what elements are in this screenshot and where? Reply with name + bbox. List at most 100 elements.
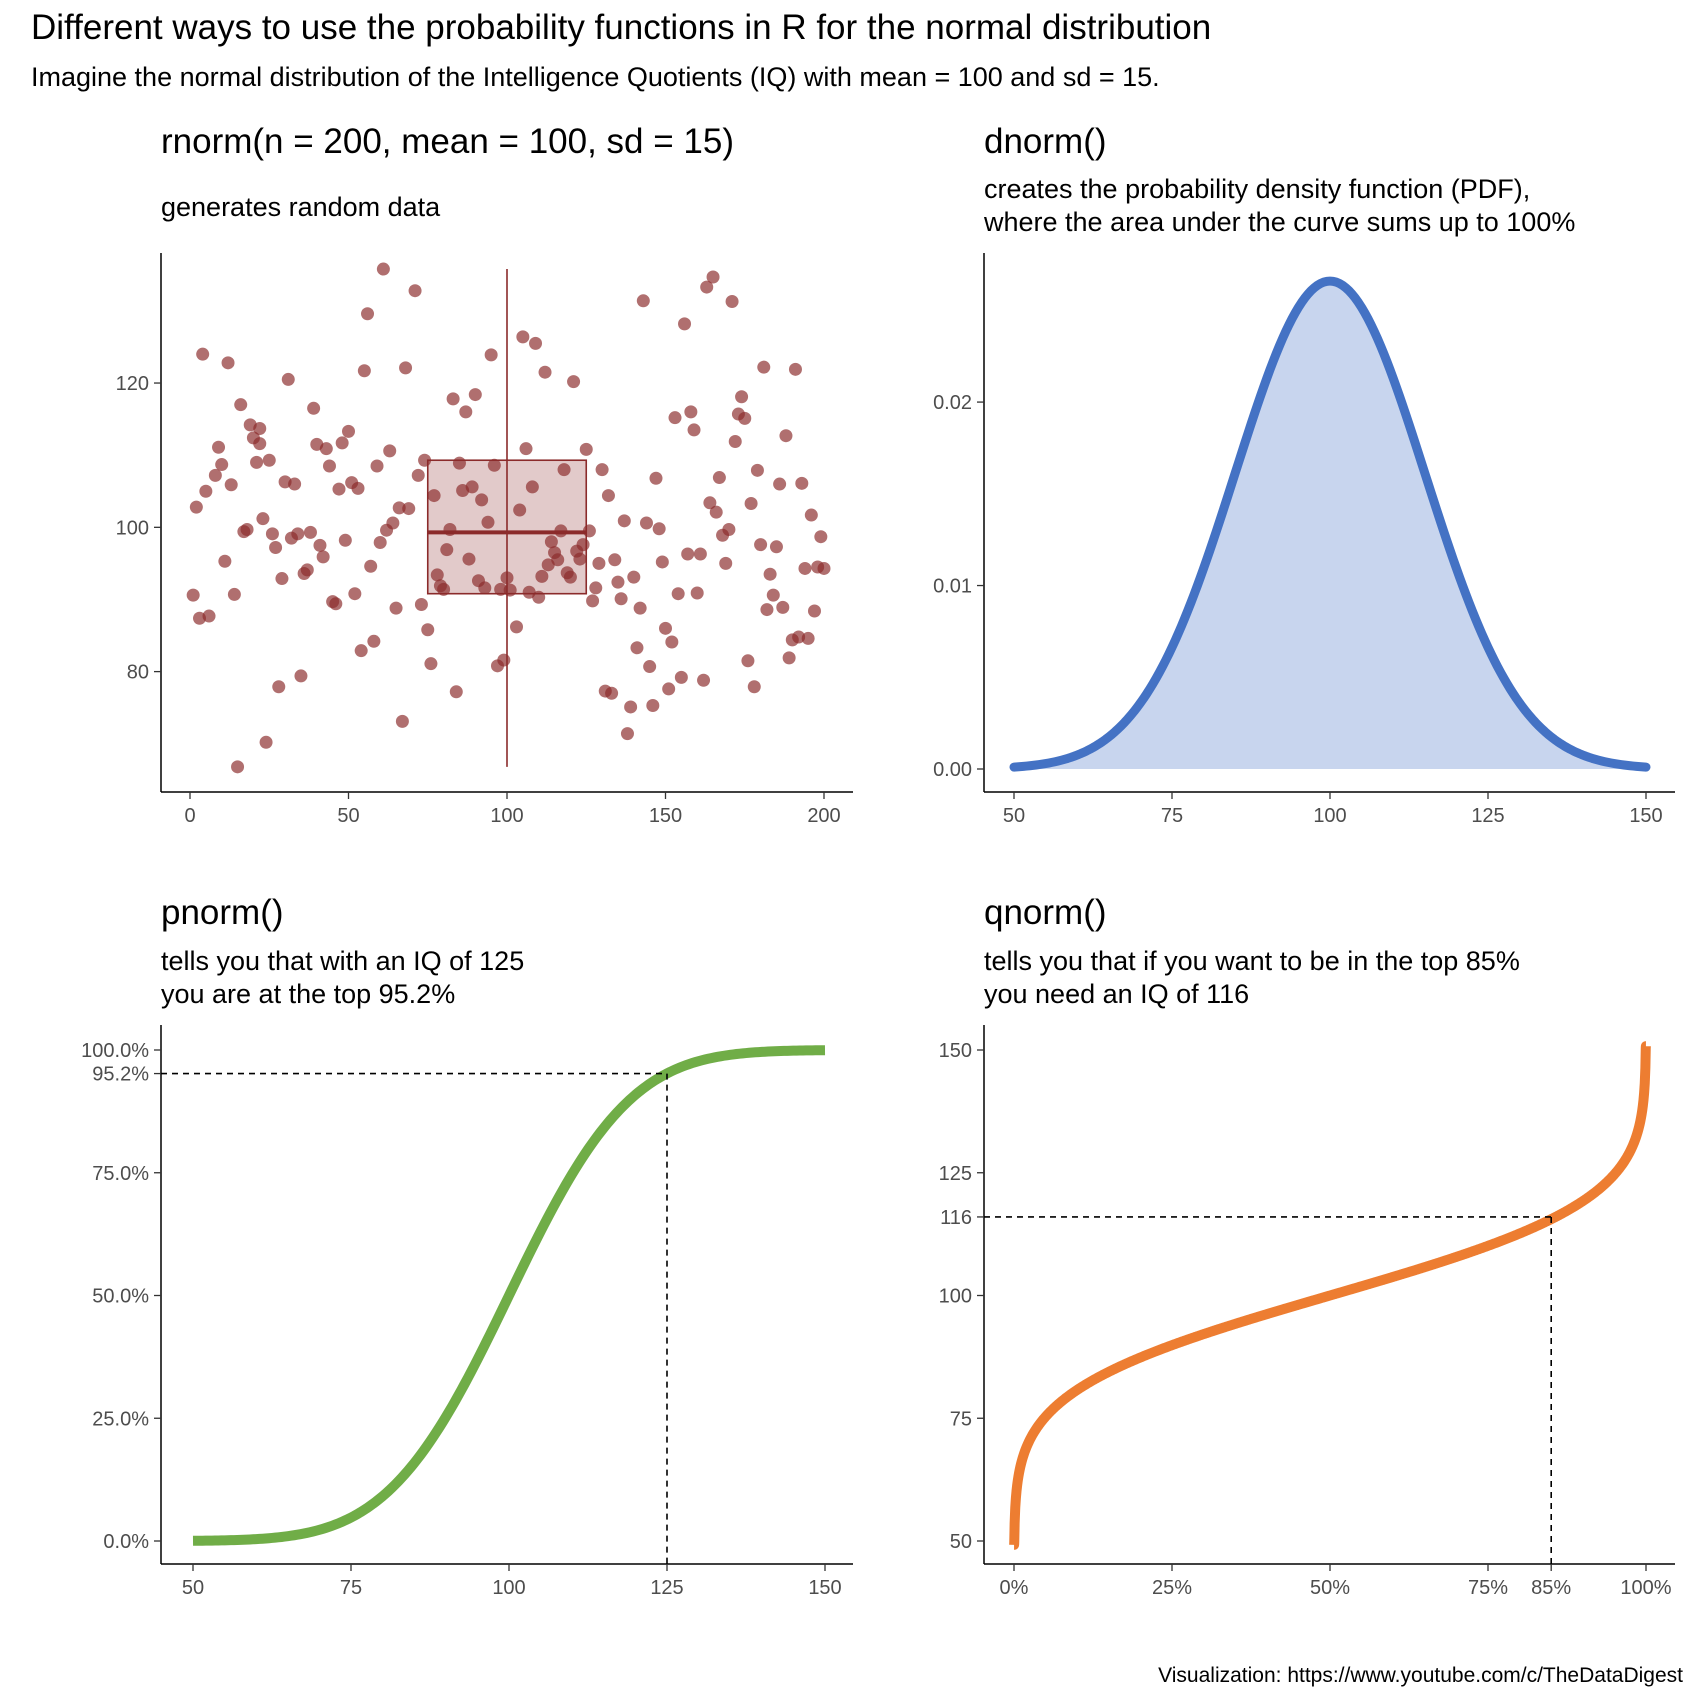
rnorm-data-point xyxy=(510,620,524,634)
rnorm-data-point xyxy=(744,497,758,511)
rnorm-data-point xyxy=(754,538,768,552)
qnorm-x-tick-label: 25% xyxy=(1152,1577,1192,1599)
rnorm-data-point xyxy=(611,575,625,589)
rnorm-data-point xyxy=(392,501,406,515)
rnorm-data-point xyxy=(408,284,422,298)
rnorm-data-point xyxy=(693,547,707,561)
dnorm-density-area xyxy=(1014,281,1646,769)
rnorm-data-point xyxy=(281,372,295,386)
rnorm-data-point xyxy=(322,459,336,473)
rnorm-panel-subtitle: generates random data xyxy=(161,191,440,224)
pnorm-y-tick-label: 95.2% xyxy=(92,1064,149,1086)
rnorm-data-point xyxy=(227,587,241,601)
rnorm-data-point xyxy=(659,621,672,635)
dnorm-subtitle-line-2: where the area under the curve sums up t… xyxy=(984,207,1576,237)
dnorm-panel-title: dnorm() xyxy=(984,122,1107,161)
rnorm-data-point xyxy=(728,434,742,448)
rnorm-data-point xyxy=(484,348,498,362)
rnorm-data-point xyxy=(291,527,305,541)
rnorm-data-point xyxy=(500,571,514,585)
rnorm-data-point xyxy=(630,641,644,655)
rnorm-data-point xyxy=(646,699,660,713)
qnorm-x-tick-label: 50% xyxy=(1310,1577,1350,1599)
rnorm-data-point xyxy=(221,356,235,370)
rnorm-data-point xyxy=(643,660,657,674)
qnorm-subtitle-line-1: tells you that if you want to be in the … xyxy=(984,946,1520,976)
rnorm-data-point xyxy=(202,609,216,623)
rnorm-data-point xyxy=(478,581,492,595)
rnorm-data-point xyxy=(329,597,343,611)
qnorm-y-tick-label: 75 xyxy=(950,1408,972,1430)
rnorm-data-point xyxy=(424,657,438,671)
rnorm-data-point xyxy=(294,669,308,683)
rnorm-data-point xyxy=(421,623,435,637)
rnorm-data-point xyxy=(814,530,828,544)
rnorm-data-point xyxy=(357,364,371,378)
rnorm-data-point xyxy=(586,594,600,608)
rnorm-data-point xyxy=(427,489,441,503)
rnorm-data-point xyxy=(735,390,749,404)
pnorm-x-tick-label: 150 xyxy=(808,1577,841,1599)
pnorm-y-tick-label: 100.0% xyxy=(81,1040,149,1062)
qnorm-x-tick-label: 85% xyxy=(1531,1577,1571,1599)
dnorm-x-tick-label: 50 xyxy=(1003,805,1025,827)
rnorm-data-point xyxy=(186,588,200,602)
rnorm-data-point xyxy=(567,375,581,389)
rnorm-data-point xyxy=(272,680,286,694)
rnorm-data-point xyxy=(468,388,482,402)
rnorm-data-point xyxy=(557,463,571,477)
rnorm-data-point xyxy=(481,515,495,529)
rnorm-x-tick-label: 200 xyxy=(807,805,840,827)
rnorm-data-point xyxy=(719,556,733,570)
rnorm-data-point xyxy=(773,477,787,491)
rnorm-data-point xyxy=(303,525,317,539)
dnorm-y-tick-label: 0.00 xyxy=(933,759,972,781)
rnorm-data-point xyxy=(576,538,590,552)
rnorm-data-point xyxy=(804,508,818,522)
rnorm-panel-title: rnorm(n = 200, mean = 100, sd = 15) xyxy=(161,122,734,161)
rnorm-data-point xyxy=(300,563,314,577)
rnorm-data-point xyxy=(538,365,552,379)
rnorm-data-point xyxy=(196,347,210,361)
rnorm-data-point xyxy=(652,522,666,536)
rnorm-data-point xyxy=(747,680,761,694)
rnorm-data-point xyxy=(275,572,289,586)
rnorm-data-point xyxy=(240,522,254,536)
rnorm-data-point xyxy=(376,262,390,276)
figure-subtitle: Imagine the normal distribution of the I… xyxy=(31,62,1160,92)
rnorm-data-point xyxy=(351,481,365,495)
pnorm-cdf-line xyxy=(191,1045,827,1546)
dnorm-panel-subtitle: creates the probability density function… xyxy=(984,173,1575,239)
rnorm-data-point xyxy=(782,651,796,665)
rnorm-data-point xyxy=(525,480,539,494)
rnorm-data-point xyxy=(399,361,413,375)
pnorm-panel-subtitle: tells you that with an IQ of 125 you are… xyxy=(161,945,524,1011)
rnorm-data-point xyxy=(801,631,815,645)
rnorm-x-tick-label: 50 xyxy=(337,805,359,827)
rnorm-data-point xyxy=(697,673,711,687)
rnorm-data-point xyxy=(348,587,362,601)
rnorm-data-point xyxy=(215,458,229,472)
rnorm-data-point xyxy=(582,524,596,538)
rnorm-data-point xyxy=(199,484,213,498)
rnorm-data-point xyxy=(807,604,821,618)
rnorm-data-point xyxy=(608,553,622,567)
rnorm-data-point xyxy=(319,442,333,456)
rnorm-data-point xyxy=(332,482,346,496)
rnorm-data-point xyxy=(649,471,663,485)
rnorm-data-point xyxy=(757,360,771,374)
rnorm-data-point xyxy=(636,294,650,308)
rnorm-data-point xyxy=(265,527,279,541)
rnorm-data-point xyxy=(253,437,267,451)
rnorm-data-point xyxy=(595,463,609,477)
rnorm-data-point xyxy=(687,423,701,437)
rnorm-data-point xyxy=(554,524,568,538)
rnorm-data-point xyxy=(788,362,802,376)
rnorm-data-point xyxy=(662,682,676,696)
rnorm-data-point xyxy=(573,552,587,566)
rnorm-data-point xyxy=(766,588,780,602)
rnorm-data-point xyxy=(307,401,321,415)
